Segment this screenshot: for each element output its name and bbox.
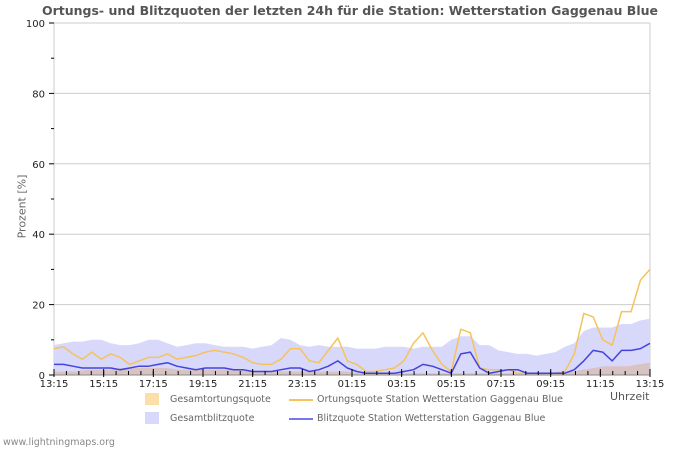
legend-label-gesamtblitz: Gesamtblitzquote bbox=[170, 413, 255, 424]
y-tick-label: 80 bbox=[32, 89, 45, 100]
x-tick-label: 03:15 bbox=[387, 379, 416, 390]
x-axis-label: Uhrzeit bbox=[610, 390, 650, 403]
x-tick-label: 17:15 bbox=[139, 379, 168, 390]
y-tick-label: 100 bbox=[26, 19, 45, 30]
legend-label-gesamtortung: Gesamtortungsquote bbox=[170, 394, 271, 405]
x-tick-label: 05:15 bbox=[437, 379, 466, 390]
footer-link[interactable]: www.lightningmaps.org bbox=[3, 437, 115, 448]
y-axis-label: Prozent [%] bbox=[15, 174, 29, 239]
legend-label-ortung-station: Ortungsquote Station Wetterstation Gagge… bbox=[317, 394, 563, 405]
legend-swatch-gesamtortung bbox=[145, 393, 159, 405]
x-tick-label: 19:15 bbox=[189, 379, 218, 390]
x-tick-label: 01:15 bbox=[338, 379, 367, 390]
area-gesamtblitzquote bbox=[54, 318, 650, 375]
legend-line-blitz-station bbox=[289, 418, 313, 420]
y-tick-label: 0 bbox=[39, 371, 45, 382]
x-tick-label: 21:15 bbox=[238, 379, 267, 390]
x-tick-label: 11:15 bbox=[586, 379, 615, 390]
x-tick-label: 13:15 bbox=[40, 379, 69, 390]
x-tick-label: 09:15 bbox=[536, 379, 565, 390]
x-tick-label: 07:15 bbox=[487, 379, 516, 390]
legend-swatch-gesamtblitz bbox=[145, 412, 159, 424]
legend-label-blitz-station: Blitzquote Station Wetterstation Gaggena… bbox=[317, 413, 546, 424]
x-tick-label: 23:15 bbox=[288, 379, 317, 390]
y-tick-label: 20 bbox=[32, 301, 45, 312]
x-tick-label: 13:15 bbox=[636, 379, 665, 390]
y-tick-label: 40 bbox=[32, 230, 45, 241]
chart-title: Ortungs- und Blitzquoten der letzten 24h… bbox=[41, 3, 658, 18]
y-tick-label: 60 bbox=[32, 160, 45, 171]
legend-line-ortung-station bbox=[289, 399, 313, 401]
x-tick-label: 15:15 bbox=[89, 379, 118, 390]
